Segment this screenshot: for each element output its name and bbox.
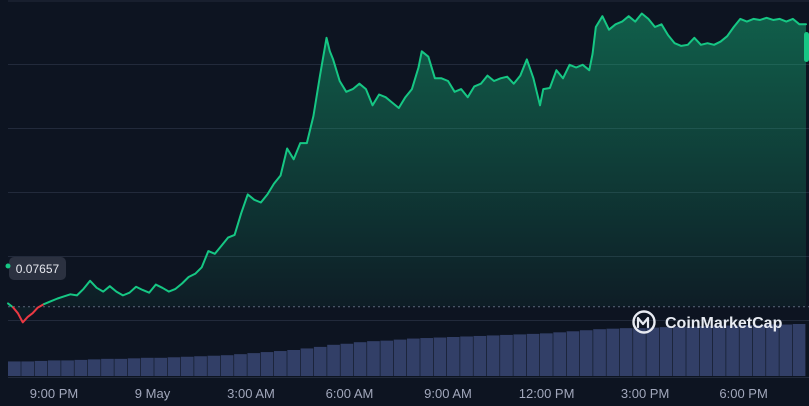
volume-bar xyxy=(127,358,141,376)
volume-bar xyxy=(154,357,167,376)
volume-bar xyxy=(327,344,340,376)
volume-bar xyxy=(313,346,327,376)
volume-bar xyxy=(579,330,593,376)
volume-bar xyxy=(220,355,234,376)
volume-bar xyxy=(21,361,34,376)
price-line xyxy=(7,12,807,324)
volume-bar xyxy=(566,331,580,376)
volume-bar xyxy=(340,343,354,376)
volume-bar xyxy=(180,356,194,376)
volume-bar xyxy=(699,326,713,376)
reference-label-marker xyxy=(5,263,11,269)
volume-bar xyxy=(114,358,128,376)
volume-bar xyxy=(367,341,380,376)
x-tick-label: 9:00 AM xyxy=(424,386,472,401)
volume-bar xyxy=(726,325,739,376)
volume-bar xyxy=(420,338,433,376)
volume-bar xyxy=(500,334,513,376)
reference-label-box xyxy=(9,257,66,280)
volume-bar xyxy=(673,326,686,376)
volume-bar xyxy=(712,325,726,376)
chart-scroll-handle[interactable] xyxy=(804,32,809,62)
volume-bar xyxy=(101,358,114,376)
volume-bar xyxy=(61,360,74,376)
volume-bar xyxy=(513,334,527,376)
price-area xyxy=(8,13,806,323)
volume-bar xyxy=(87,359,101,376)
volume-bar xyxy=(433,337,447,376)
volume-bar xyxy=(353,342,367,376)
x-tick-label: 3:00 PM xyxy=(621,386,669,401)
volume-bar xyxy=(300,348,314,376)
price-line-segment-up xyxy=(43,12,807,306)
x-tick-label: 12:00 PM xyxy=(519,386,575,401)
volume-bar xyxy=(526,333,540,376)
volume-bar xyxy=(473,335,487,376)
volume-bar xyxy=(8,361,21,376)
coinmarketcap-watermark: CoinMarketCap xyxy=(632,310,783,334)
volume-bar xyxy=(792,324,806,376)
volume-bar xyxy=(646,327,660,376)
volume-bar xyxy=(659,327,673,376)
x-tick-label: 6:00 AM xyxy=(326,386,374,401)
x-axis-ticks: 9:00 PM 9 May 3:00 AM 6:00 AM 9:00 AM 12:00 P… xyxy=(30,386,768,401)
volume-bar xyxy=(234,354,247,376)
reference-label-text: 0.07657 xyxy=(16,262,60,276)
volume-bar xyxy=(207,355,221,376)
volume-bar xyxy=(446,337,460,376)
price-area-fill xyxy=(8,13,806,323)
volume-bar xyxy=(274,351,287,376)
volume-bar xyxy=(74,359,88,376)
volume-bar xyxy=(593,329,606,376)
volume-bar xyxy=(260,352,274,376)
volume-bar xyxy=(287,350,300,376)
volume-bar xyxy=(393,339,407,376)
volume-bar xyxy=(619,328,633,376)
volume-bar xyxy=(167,357,181,376)
reference-label: 0.07657 xyxy=(5,257,66,280)
volume-bar xyxy=(540,333,553,376)
volume-bar xyxy=(752,325,766,376)
x-tick-label: 3:00 AM xyxy=(227,386,275,401)
x-tick-label: 9 May xyxy=(135,386,171,401)
volume-bar xyxy=(407,338,420,376)
volume-bar xyxy=(553,332,566,376)
volume-bar xyxy=(606,328,620,376)
volume-bar xyxy=(34,360,48,376)
volume-bar xyxy=(194,356,207,376)
volume-bar xyxy=(633,328,646,376)
volume-bar xyxy=(779,324,793,376)
coinmarketcap-logo-icon xyxy=(632,310,656,334)
volume-bar xyxy=(686,326,699,376)
volume-bar xyxy=(141,357,154,376)
volume-bar xyxy=(47,360,61,376)
volume-bar xyxy=(380,340,394,376)
volume-bar xyxy=(460,336,473,376)
price-line-segment-down xyxy=(11,303,46,324)
volume-bar xyxy=(247,353,261,376)
volume-bars xyxy=(8,324,806,376)
volume-bar xyxy=(739,325,753,376)
x-tick-label: 9:00 PM xyxy=(30,386,78,401)
price-line-segment-up xyxy=(7,302,14,309)
volume-bar xyxy=(766,324,779,376)
coinmarketcap-wordmark: CoinMarketCap xyxy=(665,315,783,332)
x-tick-label: 6:00 PM xyxy=(719,386,767,401)
volume-bar xyxy=(486,335,500,376)
